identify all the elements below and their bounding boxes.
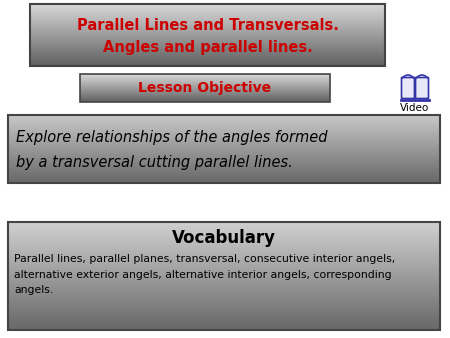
FancyBboxPatch shape (401, 77, 414, 98)
Text: Vocabulary: Vocabulary (172, 229, 276, 247)
Bar (8, 222, 440, 330)
Bar (30, 4, 385, 66)
Bar (80, 74, 330, 102)
Text: by a transversal cutting parallel lines.: by a transversal cutting parallel lines. (16, 155, 293, 170)
Bar (8, 115, 440, 183)
Text: Parallel lines, parallel planes, transversal, consecutive interior angels,
alter: Parallel lines, parallel planes, transve… (14, 254, 395, 295)
Text: Angles and parallel lines.: Angles and parallel lines. (103, 40, 312, 55)
Text: Parallel Lines and Transversals.: Parallel Lines and Transversals. (76, 18, 338, 33)
Text: Lesson Objective: Lesson Objective (139, 81, 271, 95)
Text: Explore relationships of the angles formed: Explore relationships of the angles form… (16, 130, 328, 145)
Text: Video: Video (400, 103, 430, 113)
FancyBboxPatch shape (415, 77, 428, 98)
